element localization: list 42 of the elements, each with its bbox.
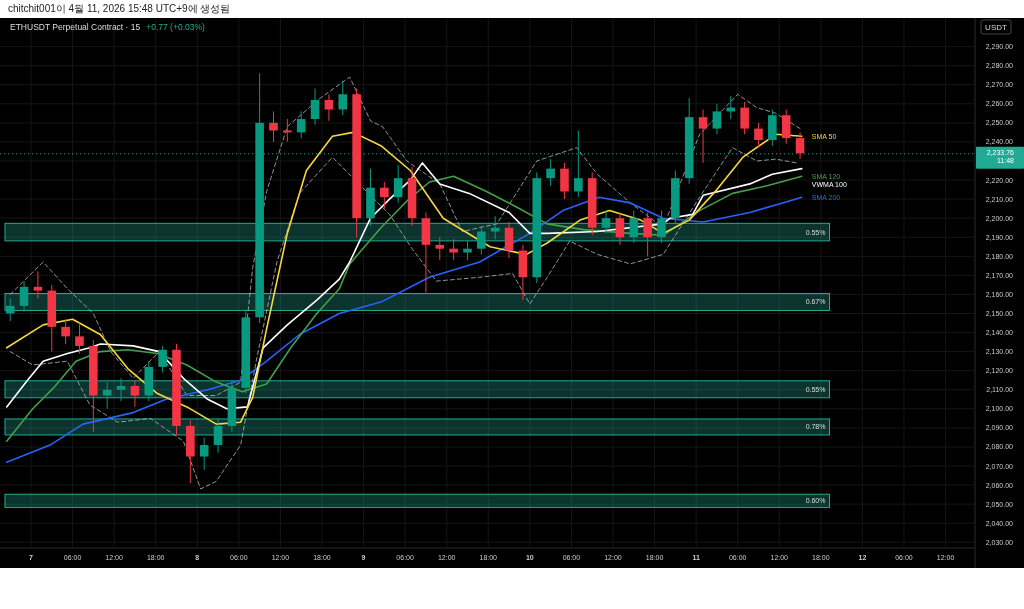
- candlestick: [158, 345, 167, 374]
- text: +0.77 (+0.03%): [146, 22, 205, 32]
- candlestick: [283, 118, 292, 143]
- line-series: [9, 76, 801, 396]
- candlestick: [546, 158, 555, 187]
- text: chitchit001이 4월 11, 2026 15:48 UTC+9에 생성됨: [8, 3, 231, 14]
- candlestick: [213, 417, 223, 454]
- text: ETHUSDT Perpetual Contract · 15: [10, 22, 141, 32]
- candlestick: [61, 318, 70, 345]
- candlestick: [324, 93, 334, 122]
- candlestick: [601, 210, 611, 234]
- candlestick: [643, 211, 652, 257]
- candlestick: [712, 103, 722, 135]
- candlestick: [33, 271, 43, 299]
- candlestick: [795, 131, 805, 160]
- candlestick: [698, 109, 708, 164]
- candlestick: [754, 122, 763, 149]
- candlestick: [781, 109, 791, 145]
- candlestick: [393, 164, 403, 204]
- candlestick: [199, 436, 209, 471]
- line-series: [9, 147, 797, 490]
- candlestick: [560, 162, 569, 200]
- candlestick: [269, 110, 278, 143]
- candlestick: [490, 215, 500, 240]
- candlestick: [740, 101, 749, 135]
- candlestick: [75, 322, 84, 355]
- candlestick: [380, 181, 389, 210]
- candlestick: [338, 80, 348, 116]
- candlestick: [504, 221, 514, 259]
- candlestick: [477, 225, 486, 255]
- candlestick: [5, 297, 15, 322]
- candlestick: [574, 129, 583, 198]
- line-series: [5, 162, 803, 410]
- candlestick: [296, 110, 306, 139]
- y-axis-title: USDT: [985, 23, 1007, 32]
- candlestick: [615, 211, 625, 246]
- candlestick: [657, 210, 666, 244]
- candlestick: [629, 210, 639, 244]
- candlestick: [19, 280, 29, 313]
- candlestick: [435, 236, 445, 261]
- candlestick: [116, 377, 126, 402]
- candlestick: [310, 88, 320, 126]
